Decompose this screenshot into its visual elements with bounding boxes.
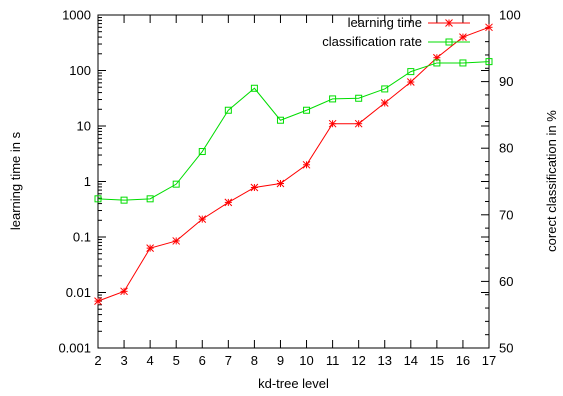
x-tick-label: 15 (430, 353, 444, 368)
left-axis-ticks: 0.001 0.01 0.1 1 10 100 1000 (58, 8, 489, 356)
data-point-classification-rate (485, 58, 493, 66)
data-point-learning-time (120, 287, 128, 296)
x-tick-label: 16 (456, 353, 470, 368)
data-point-learning-time (485, 23, 493, 32)
legend-label-classification-rate: classification rate (322, 34, 422, 49)
legend-label-learning-time: learning time (348, 15, 422, 30)
right-tick-label: 80 (499, 141, 513, 156)
x-tick-label: 5 (173, 353, 180, 368)
legend-marker-symbol (445, 19, 453, 27)
x-tick-label: 11 (326, 353, 340, 368)
x-tick-label: 6 (199, 353, 206, 368)
left-tick-label: 0.001 (58, 341, 91, 356)
x-tick-label: 7 (225, 353, 232, 368)
data-point-classification-rate (224, 106, 232, 114)
data-point-classification-rate (198, 148, 206, 156)
data-point-classification-rate (355, 94, 363, 102)
left-tick-label: 0.01 (66, 285, 91, 300)
x-axis-title: kd-tree level (258, 376, 329, 391)
right-tick-label: 50 (499, 341, 513, 356)
right-axis-ticks: 50 60 70 80 90 100 (481, 8, 521, 356)
x-tick-label: 4 (147, 353, 154, 368)
left-axis-title: learning time in s (8, 131, 23, 230)
data-point-classification-rate (329, 95, 337, 103)
data-point-learning-time (276, 179, 285, 188)
data-point-learning-time (302, 160, 311, 169)
data-point-classification-rate (303, 106, 311, 114)
right-axis-title: corect classification in % (544, 110, 559, 252)
data-point-learning-time (94, 297, 102, 305)
x-tick-label: 3 (120, 353, 127, 368)
data-point-learning-time (354, 119, 363, 128)
legend: learning time classification rate (322, 15, 470, 49)
data-point-classification-rate (459, 59, 467, 67)
series-line-learning-time (97, 26, 490, 302)
x-tick-label: 12 (351, 353, 365, 368)
data-point-classification-rate (172, 180, 180, 188)
left-tick-label: 1 (84, 174, 91, 189)
data-point-classification-rate (381, 85, 389, 93)
data-point-learning-time (380, 99, 389, 107)
data-point-classification-rate (94, 195, 102, 203)
data-point-classification-rate (433, 59, 441, 67)
data-point-learning-time (406, 78, 415, 86)
data-point-learning-time (250, 183, 259, 192)
left-tick-label: 100 (69, 63, 91, 78)
data-point-learning-time (224, 198, 233, 207)
series-layer (94, 23, 493, 305)
legend-marker-learning-time (445, 19, 453, 27)
x-axis-ticks: 2 3 4 5 6 7 8 9 10 11 12 13 14 15 16 17 (94, 15, 496, 368)
x-tick-label: 13 (377, 353, 391, 368)
data-point-learning-time (459, 33, 467, 41)
left-tick-label: 1000 (62, 8, 91, 23)
x-tick-label: 10 (299, 353, 313, 368)
data-point-learning-time (198, 215, 207, 223)
data-point-learning-time (172, 237, 181, 245)
series-line-classification-rate (97, 61, 490, 201)
data-point-classification-rate (146, 195, 154, 203)
data-point-classification-rate (407, 68, 415, 76)
legend-marker-classification-rate (445, 38, 453, 46)
data-point-learning-time (146, 244, 154, 252)
right-tick-label: 60 (499, 274, 513, 289)
x-tick-label: 8 (251, 353, 258, 368)
x-tick-label: 2 (94, 353, 101, 368)
x-tick-label: 14 (404, 353, 418, 368)
x-tick-label: 17 (482, 353, 496, 368)
left-tick-label: 0.1 (73, 230, 91, 245)
data-point-classification-rate (120, 196, 128, 204)
right-tick-label: 100 (499, 8, 521, 23)
right-tick-label: 90 (499, 74, 513, 89)
data-point-learning-time (328, 119, 337, 128)
data-point-classification-rate (276, 116, 284, 124)
legend-marker-symbol (445, 38, 453, 46)
x-tick-label: 9 (277, 353, 284, 368)
right-tick-label: 70 (499, 207, 513, 222)
left-tick-label: 10 (77, 119, 91, 134)
data-point-classification-rate (250, 84, 258, 92)
